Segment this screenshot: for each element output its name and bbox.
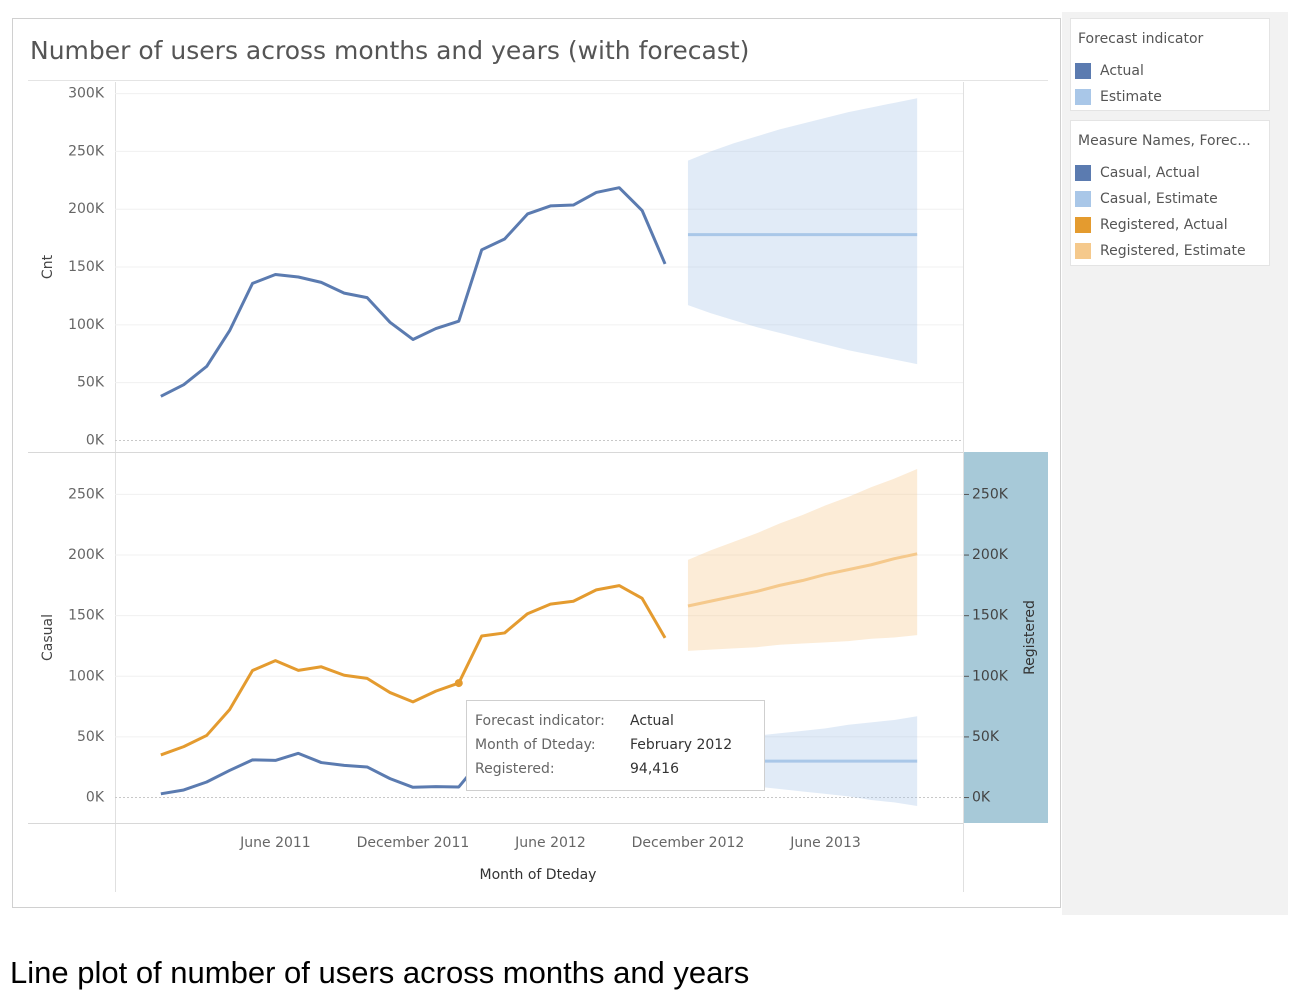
legend-box [1070, 120, 1270, 266]
x-tick-label: December 2012 [632, 835, 745, 851]
y-axis-title: Cnt [40, 254, 56, 279]
series-line [160, 584, 667, 757]
legend-label: Casual, Actual [1100, 165, 1200, 181]
y-tick-label: 300K [68, 86, 105, 102]
legend-label: Registered, Estimate [1100, 243, 1246, 259]
chart-title: Number of users across months and years … [30, 36, 749, 65]
tooltip-value: February 2012 [630, 737, 732, 753]
series-line [687, 552, 918, 608]
legend-label: Casual, Estimate [1100, 191, 1218, 207]
tooltip-label: Forecast indicator: [475, 713, 605, 729]
y-tick-label: 50K [77, 375, 105, 391]
y-tick-label: 50K [77, 729, 105, 745]
y2-axis-title: Registered [1022, 600, 1038, 675]
legend-title: Measure Names, Forec... [1078, 133, 1251, 149]
series-line [160, 186, 667, 398]
legend-label: Estimate [1100, 89, 1162, 105]
tooltip-value: Actual [630, 713, 674, 729]
legend-box [1070, 18, 1270, 111]
hover-point [454, 679, 463, 688]
y-tick-label: 100K [68, 317, 105, 333]
y-tick-label: 200K [68, 201, 105, 217]
legend-swatch [1075, 191, 1091, 207]
y-tick-label: 250K [68, 143, 105, 159]
legend-swatch [1075, 243, 1091, 259]
x-tick-label: December 2011 [357, 835, 470, 851]
x-tick-label: June 2011 [239, 835, 311, 851]
forecast-band [687, 98, 918, 365]
y-tick-label: 250K [68, 486, 105, 502]
y-tick-label: 150K [68, 608, 105, 624]
y-tick-label: 0K [86, 790, 105, 806]
y-axis-title: Casual [40, 614, 56, 661]
tooltip: Forecast indicator: Actual Month of Dted… [466, 700, 765, 791]
legend-label: Actual [1100, 63, 1144, 79]
tooltip-label: Month of Dteday: [475, 737, 596, 753]
legend-swatch [1075, 217, 1091, 233]
legend-title: Forecast indicator [1078, 31, 1204, 47]
y2-tick-label: 150K [972, 608, 1009, 624]
x-axis-title: Month of Dteday [480, 867, 597, 883]
y-tick-label: 150K [68, 259, 105, 275]
x-tick-label: June 2013 [789, 835, 861, 851]
tooltip-label: Registered: [475, 761, 555, 777]
y-tick-label: 200K [68, 547, 105, 563]
legend-swatch [1075, 89, 1091, 105]
x-tick-label: June 2012 [514, 835, 586, 851]
legend-swatch [1075, 63, 1091, 79]
y2-tick-label: 100K [972, 668, 1009, 684]
tooltip-value: 94,416 [630, 761, 679, 777]
y2-tick-label: 50K [972, 729, 1000, 745]
forecast-band [687, 468, 918, 651]
y2-tick-label: 0K [972, 790, 991, 806]
y2-tick-label: 200K [972, 547, 1009, 563]
y2-tick-label: 250K [972, 486, 1009, 502]
y-tick-label: 0K [86, 432, 105, 448]
y-tick-label: 100K [68, 668, 105, 684]
legend-swatch [1075, 165, 1091, 181]
legend-label: Registered, Actual [1100, 217, 1228, 233]
right-axis-highlight [963, 452, 1048, 823]
tooltip-box [466, 700, 765, 791]
caption: Line plot of number of users across mont… [10, 955, 749, 990]
